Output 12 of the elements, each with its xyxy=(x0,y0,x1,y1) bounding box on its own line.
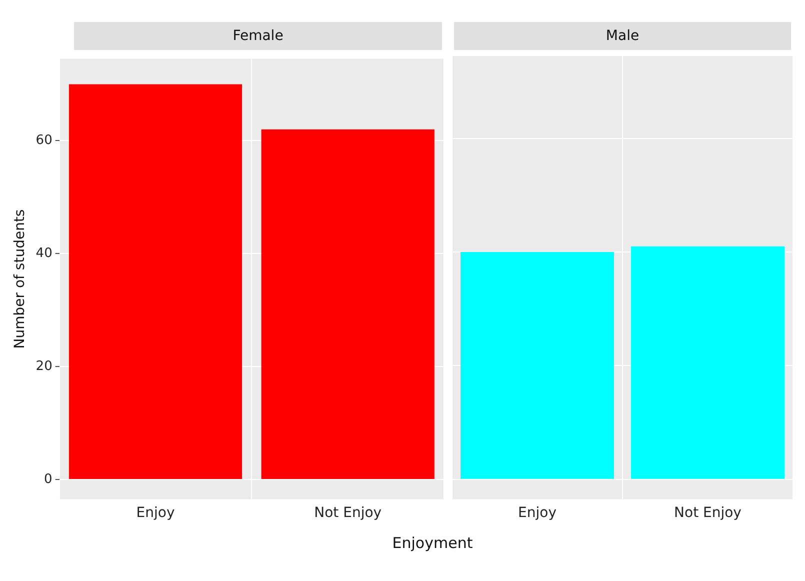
y-tick-label: 40 xyxy=(36,246,52,261)
y-tick-label: 20 xyxy=(36,358,52,374)
x-tick-label: Not Enjoy xyxy=(314,505,382,522)
x-tick-label: Enjoy xyxy=(136,505,175,522)
y-axis-title: Number of students xyxy=(12,209,28,349)
chart-title: Female xyxy=(74,22,442,50)
x-axis-title: Enjoyment xyxy=(391,534,474,552)
x-tick-label: Not Enjoy xyxy=(674,505,742,522)
chart-title: Male xyxy=(454,22,791,50)
y-tick-label: 60 xyxy=(36,133,52,148)
y-tick-label: 0 xyxy=(44,472,52,487)
x-tick-label: Enjoy xyxy=(518,505,556,522)
